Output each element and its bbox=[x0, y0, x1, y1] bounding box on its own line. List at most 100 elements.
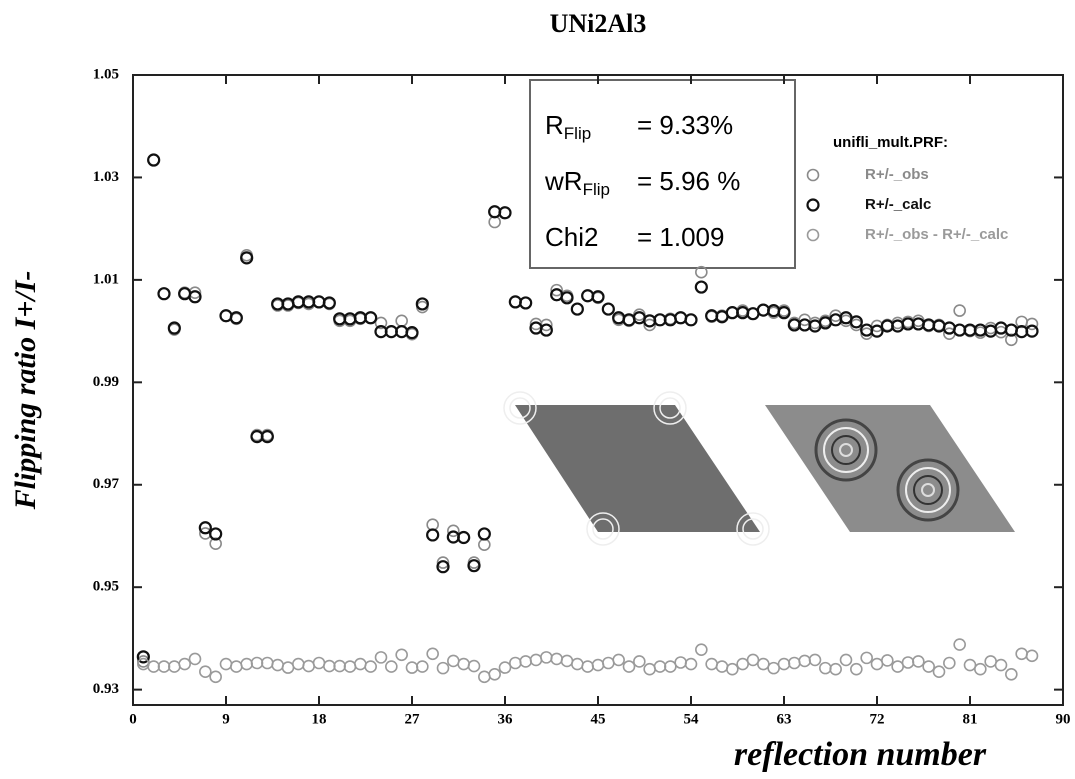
data-point bbox=[478, 538, 491, 551]
data-point bbox=[385, 660, 398, 673]
data-point bbox=[984, 655, 997, 668]
x-tick-label: 72 bbox=[870, 711, 885, 727]
data-point bbox=[137, 657, 150, 671]
data-point bbox=[209, 670, 222, 684]
data-point bbox=[230, 660, 243, 673]
data-point bbox=[395, 314, 408, 328]
data-point bbox=[529, 653, 543, 667]
data-point bbox=[260, 430, 274, 444]
data-point bbox=[477, 527, 491, 541]
y-tick-label: 0.93 bbox=[93, 681, 119, 697]
x-tick-label: 18 bbox=[312, 711, 327, 727]
data-point bbox=[839, 653, 853, 667]
legend-label: R+/-_obs bbox=[865, 166, 929, 183]
annotation-label: wR bbox=[544, 166, 583, 196]
annotation-label: wRFlip bbox=[544, 166, 610, 200]
annotation-subscript: Flip bbox=[583, 180, 610, 199]
legend-label: R+/-_calc bbox=[865, 196, 931, 213]
data-point bbox=[209, 537, 222, 550]
data-point bbox=[467, 559, 481, 573]
x-tick-label: 54 bbox=[684, 711, 700, 727]
annotation-value: = 1.009 bbox=[637, 222, 724, 252]
data-point bbox=[767, 661, 780, 675]
x-tick-label: 81 bbox=[963, 711, 978, 727]
y-tick-label: 0.99 bbox=[93, 374, 119, 390]
annotation-label: Chi2 bbox=[545, 222, 598, 252]
legend-marker bbox=[806, 228, 820, 242]
data-point bbox=[922, 660, 935, 673]
data-point bbox=[157, 287, 171, 301]
x-tick-label: 45 bbox=[591, 711, 606, 727]
data-point bbox=[1025, 324, 1039, 338]
data-point bbox=[167, 321, 181, 335]
data-point bbox=[829, 662, 842, 676]
data-point bbox=[860, 651, 873, 665]
data-point bbox=[395, 648, 408, 662]
data-point bbox=[570, 302, 584, 316]
data-point bbox=[994, 658, 1008, 672]
data-point bbox=[498, 206, 512, 220]
data-point bbox=[560, 654, 574, 668]
data-point bbox=[168, 660, 181, 673]
data-point bbox=[302, 659, 315, 673]
data-point bbox=[229, 311, 243, 325]
data-point bbox=[705, 657, 718, 671]
data-point bbox=[550, 283, 563, 297]
inset-maps bbox=[503, 391, 1015, 546]
data-point bbox=[416, 660, 429, 673]
data-point bbox=[891, 660, 904, 673]
data-point bbox=[178, 657, 191, 671]
y-tick-label: 0.97 bbox=[93, 476, 120, 492]
legend-marker bbox=[806, 168, 820, 182]
data-point bbox=[695, 265, 708, 279]
data-point bbox=[974, 662, 987, 676]
data-point bbox=[653, 660, 667, 673]
data-point bbox=[209, 527, 223, 541]
data-point bbox=[478, 670, 491, 684]
data-point bbox=[271, 658, 284, 672]
data-point bbox=[1025, 649, 1039, 663]
data-point bbox=[560, 291, 574, 305]
data-point bbox=[354, 657, 367, 671]
data-point bbox=[426, 528, 440, 542]
data-point bbox=[157, 660, 171, 673]
data-point bbox=[426, 647, 439, 661]
data-point bbox=[757, 657, 770, 671]
data-point bbox=[932, 665, 946, 679]
data-point bbox=[715, 660, 729, 673]
annotation-label: RFlip bbox=[545, 110, 591, 144]
data-point bbox=[539, 323, 553, 337]
data-point bbox=[364, 660, 377, 673]
data-point bbox=[519, 296, 533, 310]
data-point bbox=[240, 657, 253, 671]
data-point bbox=[1015, 647, 1028, 661]
data-point bbox=[292, 657, 305, 671]
data-point bbox=[808, 653, 822, 667]
data-point bbox=[694, 280, 708, 294]
data-point bbox=[250, 656, 264, 670]
data-point bbox=[188, 652, 202, 666]
data-point bbox=[519, 655, 532, 668]
legend-label: R+/-_obs - R+/-_calc bbox=[865, 226, 1008, 243]
data-point bbox=[322, 296, 336, 310]
x-tick-label: 9 bbox=[222, 711, 230, 727]
data-point bbox=[953, 304, 966, 317]
y-tick-label: 1.03 bbox=[93, 169, 119, 185]
data-point bbox=[601, 302, 615, 316]
data-point bbox=[550, 652, 563, 666]
data-point bbox=[684, 313, 698, 327]
annotation-value: = 5.96 % bbox=[637, 166, 740, 196]
data-point bbox=[405, 661, 419, 674]
annotation-value: = 9.33% bbox=[637, 110, 733, 140]
data-point bbox=[684, 657, 698, 671]
data-point bbox=[261, 656, 274, 670]
data-point bbox=[188, 290, 202, 304]
data-point bbox=[953, 638, 966, 651]
data-point bbox=[881, 654, 894, 667]
data-point bbox=[591, 658, 605, 672]
data-point bbox=[870, 324, 884, 338]
x-tick-label: 90 bbox=[1056, 711, 1071, 727]
data-point bbox=[488, 667, 501, 681]
legend-marker bbox=[806, 198, 820, 212]
